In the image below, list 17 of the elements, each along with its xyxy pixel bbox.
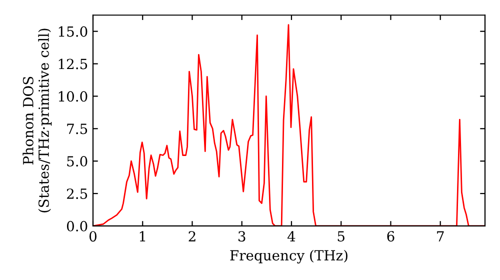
x-axis-title: Frequency (THz): [230, 250, 348, 264]
x-tick-label: 3: [238, 231, 246, 242]
y-tick-label: 12.5: [58, 58, 88, 70]
x-tick-label: 4: [287, 231, 296, 242]
x-tick-label: 2: [188, 231, 196, 242]
x-tick-label: 7: [437, 231, 444, 242]
y-tick-label: 7.5: [67, 124, 88, 134]
y-tick-label: 5.0: [67, 156, 88, 167]
y-tick-label: 0.0: [66, 220, 88, 232]
y-tick-label: 10.0: [58, 91, 88, 102]
y-tick-label: 2.5: [66, 188, 88, 199]
x-tick-label: 5: [338, 231, 344, 242]
x-tick-label: 6: [387, 231, 394, 242]
y-axis-title: Phonon DOS (States/THz·primitive cell): [22, 28, 52, 212]
y-tick-label: 15.0: [58, 26, 88, 37]
x-tick-label: 0: [89, 231, 96, 242]
x-tick-label: 1: [140, 231, 146, 242]
